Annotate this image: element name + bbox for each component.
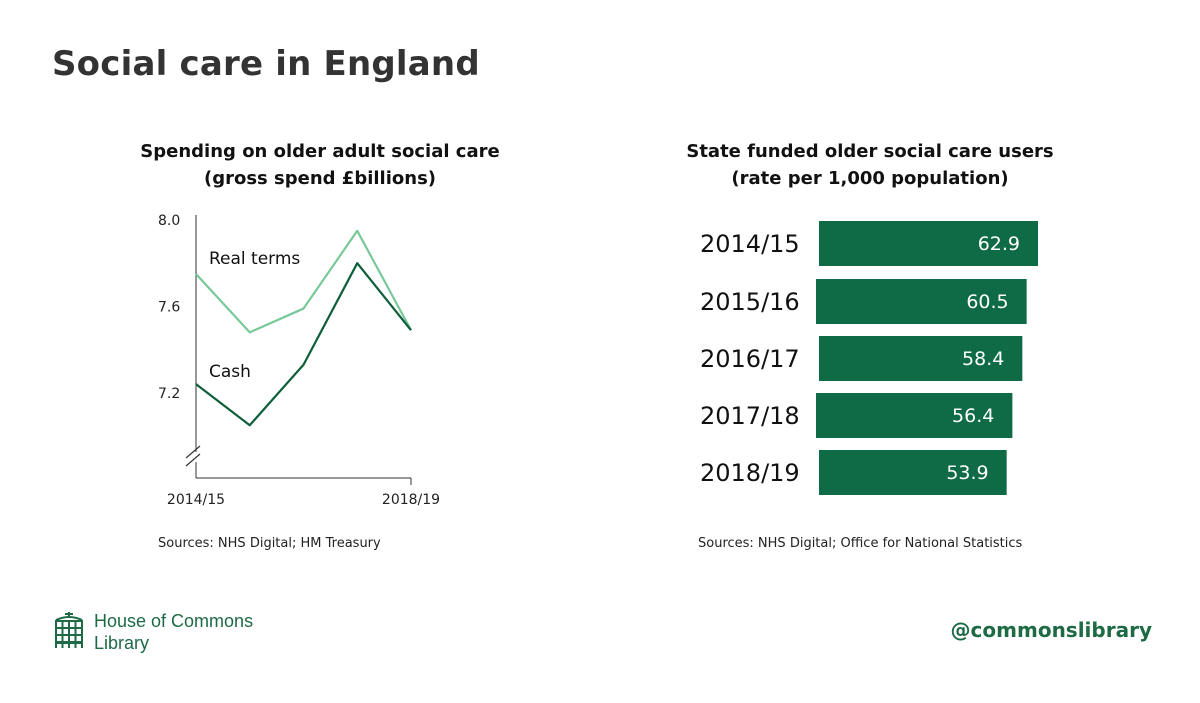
x-tick-label: 2014/15 [167, 492, 225, 508]
series-line-cash [195, 262, 412, 427]
x-tick-label: 2018/19 [382, 492, 440, 508]
series-label: Real terms [209, 249, 300, 269]
series-label: Cash [209, 362, 251, 382]
bar [819, 450, 1007, 495]
bar-chart-title-line1: State funded older social care users [686, 141, 1054, 162]
bar-value-label: 53.9 [946, 462, 988, 484]
house-of-commons-logo: House of Commons Library [52, 610, 253, 654]
bar-category-label: 2015/16 [700, 288, 800, 316]
portcullis-icon [55, 612, 83, 648]
twitter-handle: @commonslibrary [950, 618, 1152, 642]
logo-line-2: Library [94, 633, 150, 653]
bar [819, 221, 1038, 266]
bar-category-label: 2014/15 [700, 230, 800, 258]
line-chart-source: Sources: NHS Digital; HM Treasury [158, 536, 381, 551]
bar-chart-title: State funded older social care users (ra… [670, 138, 1070, 192]
page-title: Social care in England [52, 44, 480, 84]
bar-category-label: 2017/18 [700, 402, 800, 430]
bar-category-label: 2018/19 [700, 459, 800, 487]
line-chart-title-line1: Spending on older adult social care [140, 141, 500, 162]
bar [819, 336, 1023, 381]
axis-break-mark [185, 445, 201, 459]
bar-chart-source: Sources: NHS Digital; Office for Nationa… [698, 536, 1023, 551]
bar [816, 279, 1027, 324]
axis-break-mark [185, 453, 201, 467]
line-chart-title: Spending on older adult social care (gro… [130, 138, 510, 192]
logo-line-1: House of Commons [94, 611, 254, 631]
line-chart-title-line2: (gross spend £billions) [203, 168, 437, 189]
bar-value-label: 56.4 [952, 405, 994, 427]
bar-category-label: 2016/17 [700, 345, 800, 373]
line-chart: 8.0 7.6 7.2 2014/15 2018/19 Real terms Cash [158, 213, 440, 508]
bar-value-label: 62.9 [978, 233, 1020, 255]
bar-chart: 2014/15 62.9 2015/16 60.5 2016/17 58.4 2017/18… [700, 221, 1038, 495]
bar [816, 393, 1013, 438]
bar-value-label: 60.5 [966, 291, 1008, 313]
y-tick-label: 7.2 [158, 386, 180, 402]
series-line-real-terms [195, 229, 412, 334]
y-tick-label: 8.0 [158, 213, 180, 229]
bar-value-label: 58.4 [962, 348, 1004, 370]
bar-chart-title-line2: (rate per 1,000 population) [731, 168, 1009, 189]
y-tick-label: 7.6 [158, 299, 180, 315]
